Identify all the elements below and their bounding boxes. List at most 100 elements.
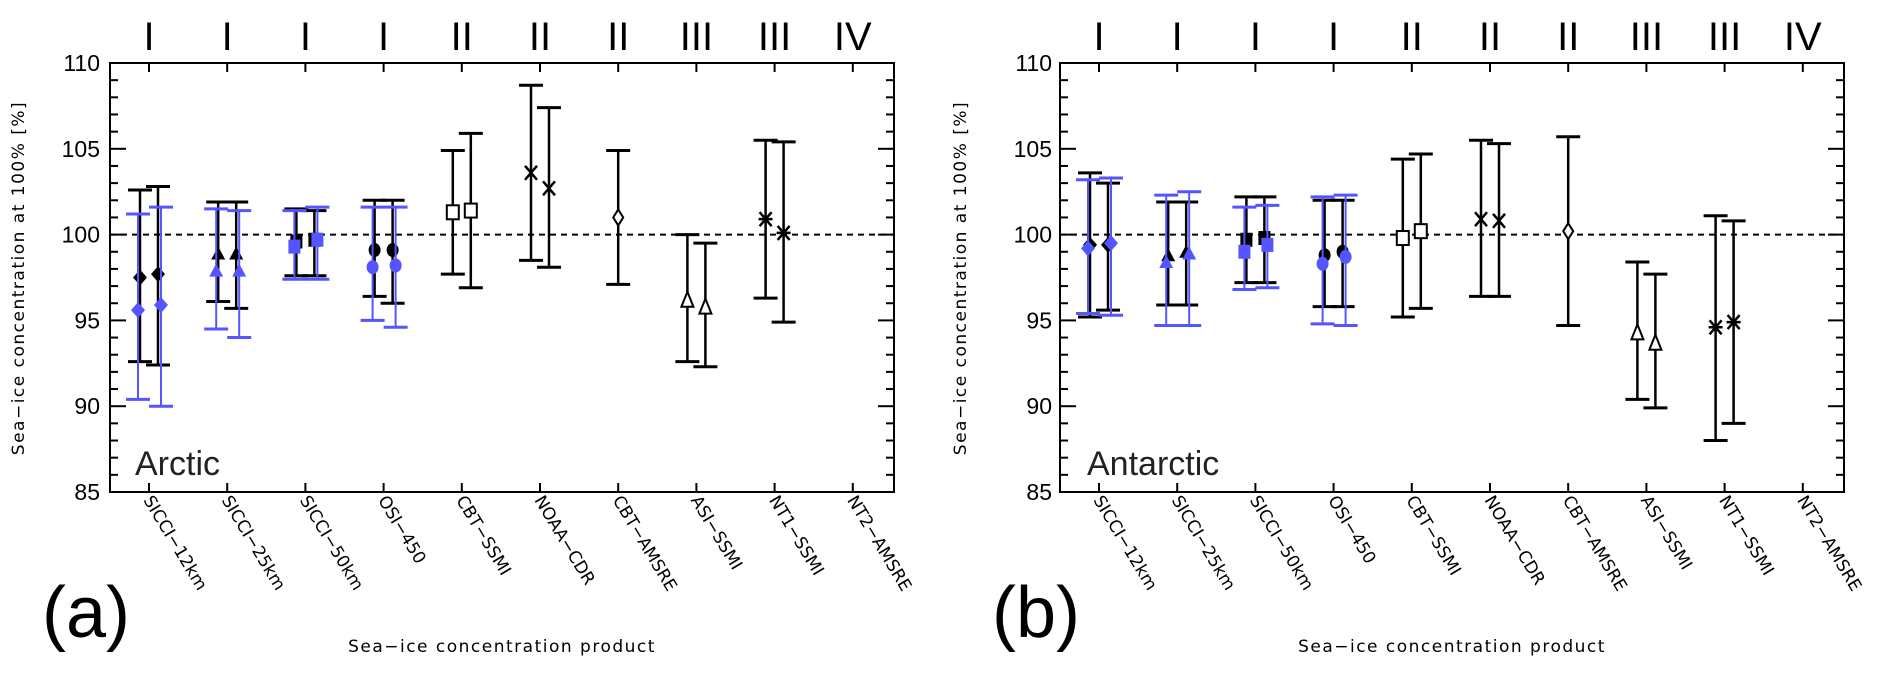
filled-circle-marker [366,260,379,275]
filled-triangle-marker [229,246,244,260]
class-label: III [680,15,713,59]
antarctic-panel: (b) Antarctic Sea−ice concentration at 1… [951,15,1865,657]
open-triangle-marker [1647,332,1663,351]
error-bar-point [1255,203,1280,290]
filled-circle-marker [389,258,402,273]
error-bar-point [1643,272,1668,410]
x-marker [524,165,538,181]
class-label: I [300,15,311,59]
open-triangle-marker [679,289,695,308]
y-tick-label: 100 [62,222,100,248]
plot-frame [1059,62,1845,493]
y-tick-label: 105 [1014,136,1052,162]
filled-circle-marker [1339,249,1352,264]
error-bar-point [537,106,561,269]
error-bar-point [1177,190,1202,328]
y-tick-label: 110 [1015,50,1052,76]
asterisk-marker [1708,319,1723,336]
x-axis-title: Sea−ice concentration product [348,637,656,657]
region-label: Arctic [135,445,220,483]
y-axis-title: Sea−ice concentration at 100% [%] [9,101,29,455]
error-bar-point [1469,138,1493,298]
error-bar-point [458,131,483,290]
error-bar-point [1310,195,1335,326]
error-bar-point [1154,193,1179,328]
plot-frame [109,62,895,493]
open-triangle-marker [1629,321,1645,341]
error-bar-point [1312,198,1337,309]
y-tick-label: 95 [74,307,100,333]
category-label: SICCI−25km [217,492,289,594]
arctic-panel: (a) Arctic Sea−ice concentration at 100%… [9,15,915,657]
filled-diamond-marker [1104,235,1118,252]
error-bar-point [519,83,543,262]
y-tick-label: 105 [62,136,100,162]
error-bar-point [1556,135,1581,328]
filled-triangle-marker [1182,246,1197,260]
open-diamond-marker [1562,221,1575,242]
class-label: III [1708,15,1741,59]
x-marker [542,180,556,197]
class-label: I [1328,15,1339,59]
error-bar-point [1333,193,1358,328]
category-label: OSI−450 [373,492,429,567]
x-axis-title: Sea−ice concentration product [1298,637,1606,657]
error-bar-point [675,233,700,364]
y-tick-label: 90 [74,393,100,419]
error-bar-point [1232,205,1257,292]
category-label: ASI−SSMI [686,492,746,573]
error-bar-point [128,188,152,364]
category-label: NT1−SSMI [764,492,827,579]
filled-circle-marker [368,243,381,258]
asterisk-marker [758,211,773,227]
error-bar-point [1099,176,1123,317]
y-tick-label: 110 [63,50,100,76]
filled-diamond-marker [1081,240,1095,257]
class-label: II [1557,15,1579,59]
class-label: II [529,15,551,59]
class-label: I [1093,15,1104,59]
error-bar-point [1703,214,1728,443]
x-marker [1492,213,1506,229]
open-square-marker [463,202,478,219]
open-square-marker [1395,230,1410,247]
y-tick-label: 95 [1026,307,1052,333]
category-label: NT2−AMSRE [843,492,916,595]
filled-triangle-marker [232,263,247,277]
category-label: SICCI−50km [295,492,367,594]
error-bar-point [1625,260,1650,401]
class-label: II [1401,15,1423,59]
error-bar-point [693,241,718,369]
filled-triangle-marker [1159,255,1174,269]
category-label: OSI−450 [1323,492,1379,567]
panel-label: (b) [992,573,1080,653]
x-marker [1474,211,1488,227]
class-label: II [607,15,629,59]
filled-triangle-marker [211,246,226,260]
error-bar-point [771,140,796,324]
y-axis-title: Sea−ice concentration at 100% [%] [951,101,971,455]
filled-diamond-marker [151,266,165,283]
filled-circle-marker [1316,256,1329,271]
open-triangle-marker [697,295,713,315]
error-bar-point [282,209,307,281]
filled-diamond-marker [133,269,147,286]
class-label: III [1630,15,1663,59]
error-bar-point [204,207,229,331]
category-label: NOAA−CDR [530,492,599,589]
error-bar-point [1408,152,1433,310]
class-label: IV [1784,15,1822,59]
y-tick-label: 90 [1026,393,1052,419]
error-bar-point [1076,178,1100,316]
panel-label: (a) [42,573,130,653]
category-label: CBT−SSMI [1402,492,1465,579]
class-label: I [143,15,154,59]
error-bar-point [305,205,330,281]
y-tick-label: 85 [1026,479,1052,505]
filled-triangle-marker [209,263,224,277]
error-bar-point [126,212,150,401]
filled-diamond-marker [131,302,145,319]
open-diamond-marker [612,207,625,228]
class-label: I [378,15,389,59]
open-square-marker [1413,223,1428,240]
